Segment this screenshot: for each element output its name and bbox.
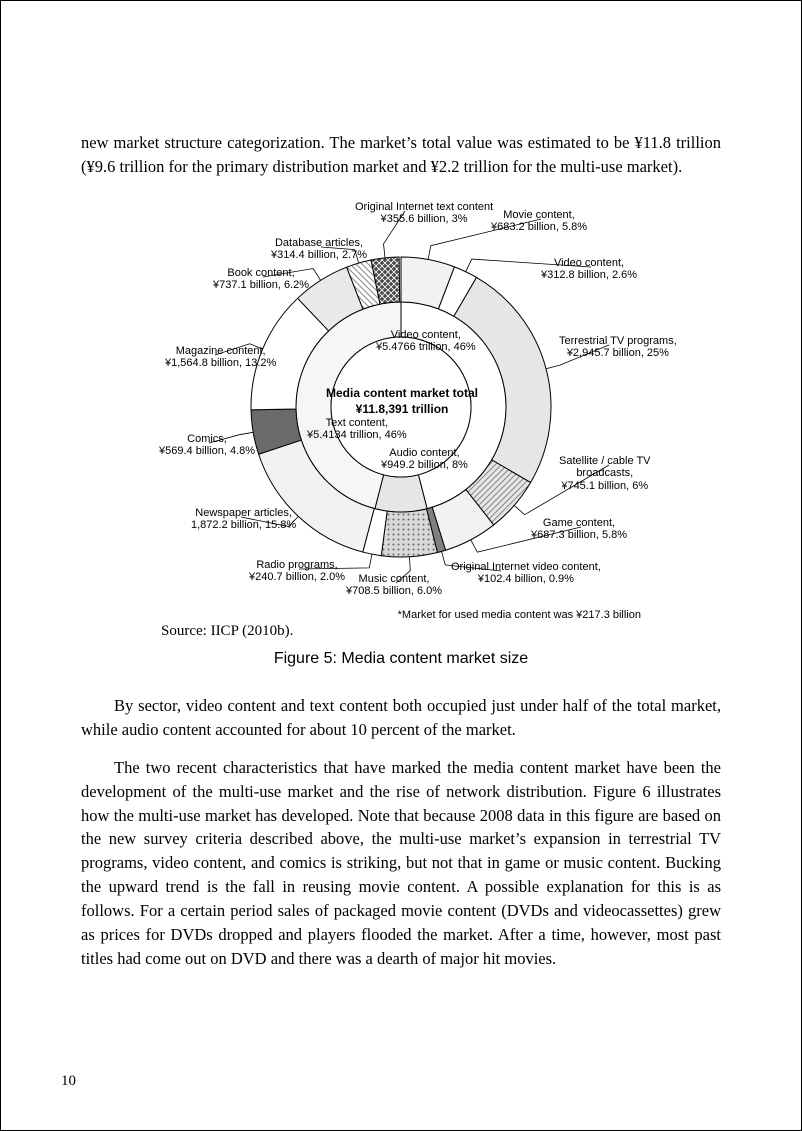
inner-label: Text content, ¥5.4134 trillion, 46% (307, 417, 407, 442)
chart-center-line2: ¥11.8,391 trillion (356, 402, 449, 416)
chart-center-line1: Media content market total (326, 386, 478, 400)
outer-label: Magazine content, ¥1,564.8 billion, 13.2… (165, 345, 276, 370)
chart-slice (375, 475, 427, 512)
page: new market structure categorization. The… (0, 0, 802, 1131)
outer-label: Original Internet video content, ¥102.4 … (451, 561, 601, 586)
chart-center-title: Media content market total ¥11.8,391 tri… (317, 385, 487, 417)
paragraph-2: By sector, video content and text conten… (81, 694, 721, 742)
outer-label: Newspaper articles, 1,872.2 billion, 15.… (191, 507, 296, 532)
outer-label: Game content, ¥687.3 billion, 5.8% (531, 517, 627, 542)
donut-chart-figure: Media content market total ¥11.8,391 tri… (121, 197, 681, 617)
top-paragraph: new market structure categorization. The… (81, 131, 721, 179)
outer-label: Satellite / cable TV broadcasts, ¥745.1 … (559, 455, 651, 493)
outer-label: Video content, ¥312.8 billion, 2.6% (541, 257, 637, 282)
inner-label: Audio content, ¥949.2 billion, 8% (381, 447, 468, 472)
outer-label: Music content, ¥708.5 billion, 6.0% (346, 573, 442, 598)
outer-label: Movie content, ¥683.2 billion, 5.8% (491, 209, 587, 234)
outer-label: Book content, ¥737.1 billion, 6.2% (213, 267, 309, 292)
figure-source: Source: IICP (2010b). (161, 623, 721, 640)
outer-label: Database articles, ¥314.4 billion, 2.7% (271, 237, 367, 262)
outer-label: Terrestrial TV programs, ¥2,945.7 billio… (559, 335, 677, 360)
inner-label: Video content, ¥5.4766 trillion, 46% (376, 329, 476, 354)
outer-label: Radio programs, ¥240.7 billion, 2.0% (249, 559, 345, 584)
outer-label: Original Internet text content ¥355.6 bi… (355, 201, 493, 226)
outer-label: Comics, ¥569.4 billion, 4.8% (159, 433, 255, 458)
chart-footnote: *Market for used media content was ¥217.… (398, 609, 641, 621)
figure-caption: Figure 5: Media content market size (81, 650, 721, 668)
paragraph-3: The two recent characteristics that have… (81, 756, 721, 971)
page-number: 10 (61, 1073, 76, 1090)
